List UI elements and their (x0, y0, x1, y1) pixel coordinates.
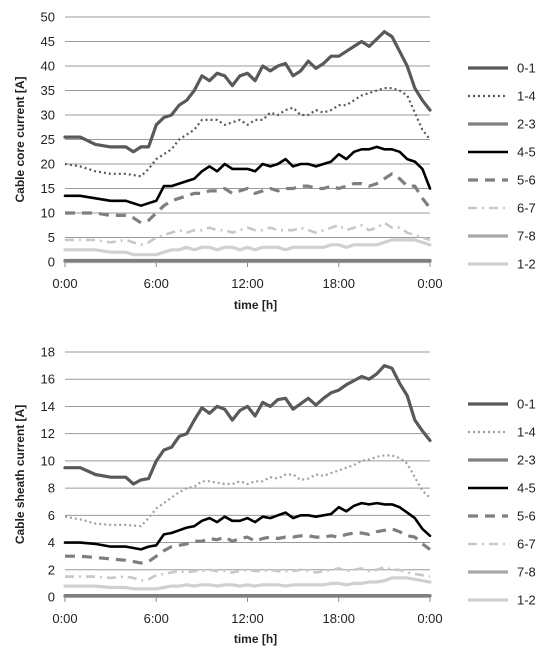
series-line-5-6 (65, 527, 431, 565)
y-tick-label: 10 (41, 206, 55, 221)
x-tick-label: 0:00 (52, 276, 77, 291)
series-line-1-4 (64, 454, 431, 528)
chart-2: 0 2 4 6 8 10 12 14 16 18 0:00 6:00 12:00 18:00 0:00 tim… (13, 345, 536, 647)
y-tick-label: 4 (48, 535, 55, 550)
x-tick-label: 6:00 (144, 276, 169, 291)
series-line-0-1 (63, 30, 432, 154)
y-tick-label: 45 (41, 34, 55, 49)
y-tick-label: 5 (48, 230, 55, 245)
chart-1: 0 5 10 15 20 25 30 35 40 45 50 0:00 6:00 12:00 18:00 0:… (13, 10, 536, 313)
y-tick-label: 30 (41, 108, 55, 123)
y-tick-label: 16 (41, 372, 55, 387)
series-line-6-7 (65, 221, 431, 247)
series-line-1-4 (64, 86, 431, 178)
legend-label-7-8: 7-8 (517, 565, 536, 580)
x-tick-label: 18:00 (322, 276, 355, 291)
x-axis-title: time [h] (234, 298, 277, 312)
series-line-1-2 (63, 576, 432, 591)
y-tick-label: 25 (41, 132, 55, 147)
legend-label-5-6: 5-6 (517, 509, 536, 524)
y-tick-label: 2 (48, 562, 55, 577)
legend-label-4-5: 4-5 (517, 481, 536, 496)
x-tick-label: 12:00 (231, 276, 264, 291)
y-axis-title: Cable core current [A] (13, 76, 27, 202)
x-axis-title: time [h] (234, 632, 277, 646)
x-tick-label: 0:00 (52, 611, 77, 626)
x-tick-label: 12:00 (231, 611, 264, 626)
legend-label-7-8: 7-8 (517, 229, 536, 244)
series-line-0-1 (63, 364, 432, 486)
y-tick-label: 40 (41, 59, 55, 74)
y-tick-label: 14 (41, 399, 55, 414)
y-tick-label: 12 (41, 426, 55, 441)
legend-label-6-7: 6-7 (517, 537, 536, 552)
y-tick-label: 15 (41, 181, 55, 196)
legend: 0-1 1-4 2-3 4-5 5-6 6-7 7-8 1-2 (468, 61, 536, 272)
series-line-4-5 (63, 145, 432, 207)
y-tick-label: 18 (41, 345, 55, 360)
legend-label-2-3: 2-3 (517, 453, 536, 468)
legend-label-2-3: 2-3 (517, 117, 536, 132)
legend-label-1-4: 1-4 (517, 425, 536, 440)
legend-label-4-5: 4-5 (517, 145, 536, 160)
y-tick-label: 0 (48, 590, 55, 605)
legend-label-6-7: 6-7 (517, 201, 536, 216)
x-tick-label: 6:00 (144, 611, 169, 626)
y-tick-label: 8 (48, 481, 55, 496)
y-tick-label: 35 (41, 83, 55, 98)
y-tick-label: 0 (48, 255, 55, 270)
legend-label-1-4: 1-4 (517, 89, 536, 104)
y-tick-label: 10 (41, 453, 55, 468)
x-tick-label: 0:00 (417, 611, 442, 626)
y-tick-label: 20 (41, 157, 55, 172)
legend-label-1-2: 1-2 (517, 257, 536, 272)
y-tick-label: 6 (48, 508, 55, 523)
series-line-4-5 (63, 501, 432, 551)
series-line-6-7 (65, 565, 431, 583)
legend-label-1-2: 1-2 (517, 593, 536, 608)
series-line-5-6 (65, 172, 432, 225)
series-line-1-2 (63, 238, 432, 257)
x-tick-label: 0:00 (417, 276, 442, 291)
legend-label-0-1: 0-1 (517, 61, 536, 76)
legend-label-0-1: 0-1 (517, 397, 536, 412)
legend-label-5-6: 5-6 (517, 173, 536, 188)
y-tick-label: 50 (41, 10, 55, 25)
legend: 0-1 1-4 2-3 4-5 5-6 6-7 7-8 1-2 (468, 397, 536, 608)
x-tick-label: 18:00 (322, 611, 355, 626)
y-axis-title: Cable sheath current [A] (13, 405, 27, 544)
